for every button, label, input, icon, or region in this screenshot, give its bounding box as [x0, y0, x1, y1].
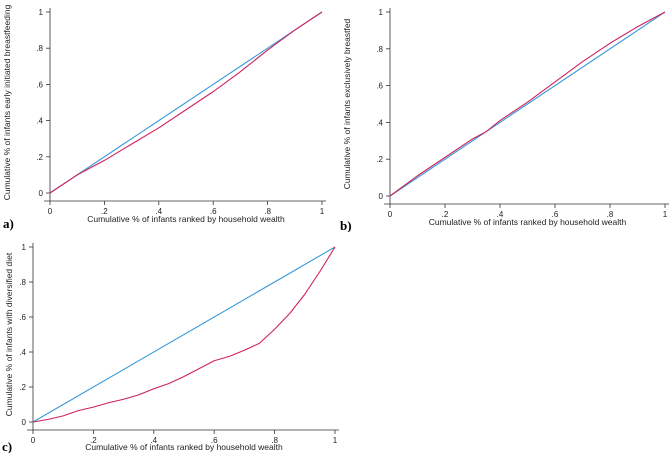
y-tick-label: 1 — [379, 8, 384, 17]
x-tick-label: 0 — [48, 207, 53, 216]
x-tick-label: .8 — [264, 207, 271, 216]
panel-label: c) — [2, 439, 12, 453]
panel-label: a) — [3, 216, 14, 231]
y-tick-label: 1 — [22, 243, 27, 252]
y-tick-label: .8 — [19, 278, 26, 287]
chart-panel-a: 0 .2 .4 .6 .8 1 0 .2 .4 .6 .8 1 Cumulative % of infa… — [0, 0, 334, 232]
x-axis-label: Cumulative % of infants ranked by househ… — [85, 442, 283, 452]
x-axis-label: Cumulative % of infants ranked by househ… — [429, 217, 627, 227]
y-tick-label: 0 — [22, 418, 27, 427]
y-tick-label: .4 — [36, 117, 43, 126]
x-tick-label: .6 — [211, 436, 218, 445]
x-tick-label: .2 — [442, 210, 449, 219]
y-tick-label: .2 — [376, 155, 383, 164]
y-tick-label: .4 — [376, 118, 383, 127]
x-axis-label: Cumulative % of infants ranked by househ… — [87, 214, 285, 224]
concentration-curve — [389, 11, 666, 197]
y-tick-label: .2 — [36, 153, 43, 162]
x-tick-label: .6 — [552, 210, 559, 219]
concentration-curve — [49, 11, 323, 194]
x-tick-label: .6 — [210, 207, 217, 216]
y-tick-label: 0 — [39, 189, 44, 198]
x-tick-label: .2 — [101, 207, 108, 216]
chart-a-svg: 0 .2 .4 .6 .8 1 0 .2 .4 .6 .8 1 Cumulative % of infa… — [2, 4, 326, 231]
x-tick-label: 1 — [333, 436, 338, 445]
x-tick-label: 0 — [31, 436, 36, 445]
y-axis-label: Cumulative % of infants with diversified… — [4, 252, 14, 416]
concentration-curve — [32, 246, 336, 423]
x-tick-label: 1 — [320, 207, 325, 216]
x-tick-label: .4 — [155, 207, 162, 216]
y-tick-label: 1 — [39, 8, 44, 17]
y-tick-label: .6 — [19, 313, 26, 322]
y-tick-label: .8 — [376, 45, 383, 54]
x-tick-label: 0 — [388, 210, 393, 219]
y-tick-label: .6 — [36, 80, 43, 89]
chart-b-svg: 0 .2 .4 .6 .8 1 0 .2 .4 .6 .8 1 Cumulative % of infa… — [340, 8, 669, 232]
y-tick-label: 0 — [379, 192, 384, 201]
x-tick-label: 1 — [663, 210, 668, 219]
x-tick-label: .8 — [607, 210, 614, 219]
x-tick-label: .4 — [150, 436, 157, 445]
y-tick-label: .4 — [19, 348, 26, 357]
y-tick-label: .8 — [36, 44, 43, 53]
chart-panel-b: 0 .2 .4 .6 .8 1 0 .2 .4 .6 .8 1 Cumulative % of infa… — [338, 0, 669, 232]
x-tick-label: .2 — [90, 436, 97, 445]
equality-line — [49, 11, 323, 194]
chart-c-svg: 0 .2 .4 .6 .8 1 0 .2 .4 .6 .8 1 Cumulative % of infa… — [2, 243, 339, 453]
y-axis-label: Cumulative % of infants exclusively brea… — [342, 18, 352, 189]
equality-line — [32, 246, 336, 423]
chart-panel-c: 0 .2 .4 .6 .8 1 0 .2 .4 .6 .8 1 Cumulative % of infa… — [0, 239, 343, 453]
panel-label: b) — [340, 218, 352, 232]
x-tick-label: .8 — [271, 436, 278, 445]
x-tick-label: .4 — [497, 210, 504, 219]
equality-line — [389, 11, 666, 197]
y-axis-label: Cumulative % of infants early initiated … — [2, 4, 12, 200]
y-tick-label: .6 — [376, 82, 383, 91]
y-tick-label: .2 — [19, 383, 26, 392]
